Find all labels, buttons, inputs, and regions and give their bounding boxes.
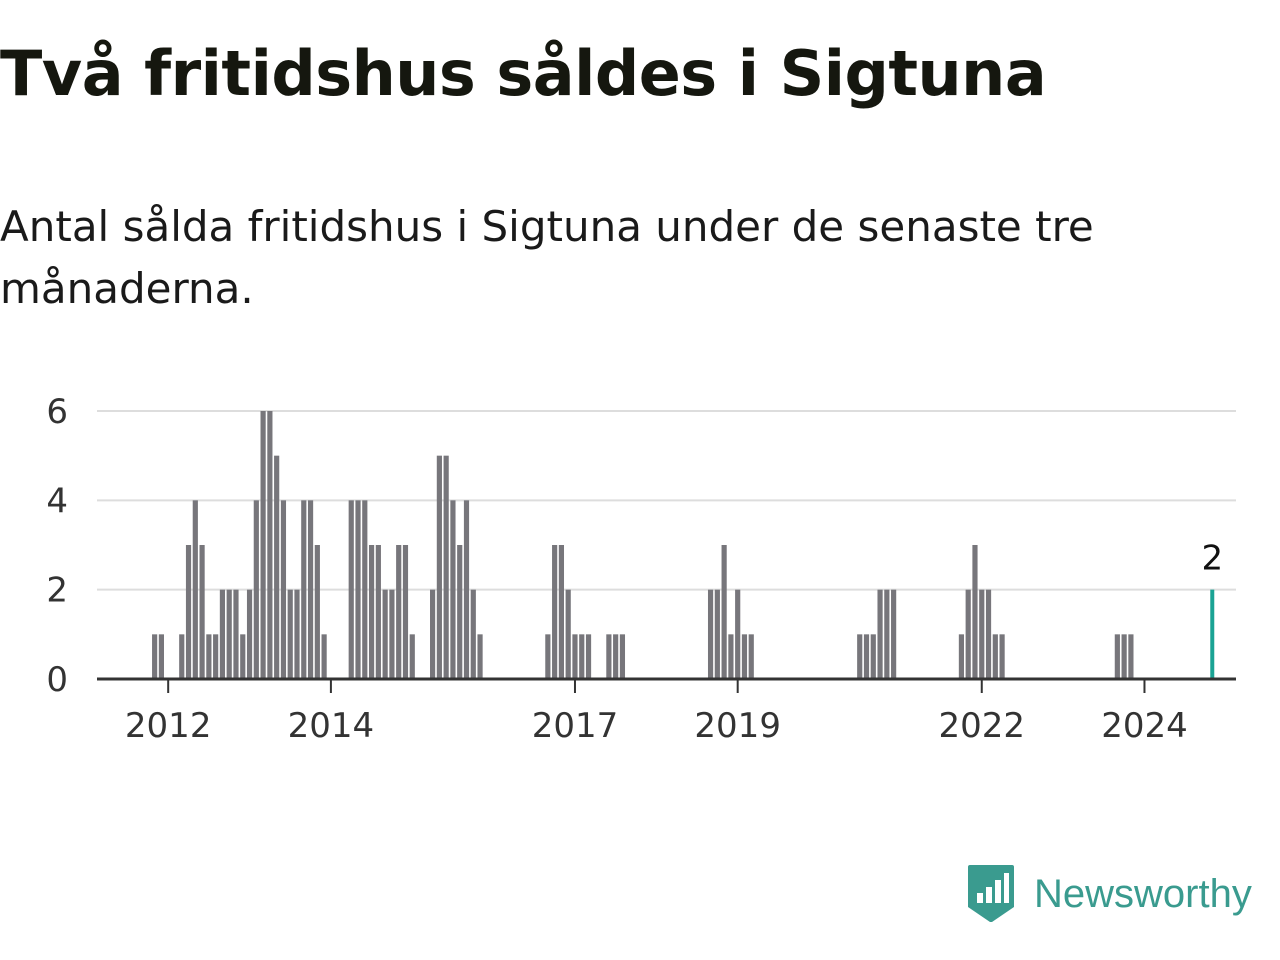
y-tick-label: 4 xyxy=(46,481,68,521)
bar xyxy=(619,634,626,679)
bar xyxy=(179,634,185,679)
bar xyxy=(579,634,585,679)
bar xyxy=(375,545,381,679)
x-tick-label: 2012 xyxy=(125,706,212,746)
bar xyxy=(185,545,192,679)
bar xyxy=(192,500,198,679)
bar xyxy=(857,634,863,679)
chart-subtitle: Antal sålda fritidshus i Sigtuna under d… xyxy=(0,202,1094,313)
bar xyxy=(219,589,226,679)
bar xyxy=(314,545,320,679)
bar xyxy=(992,634,998,679)
bar xyxy=(735,589,741,679)
bar xyxy=(545,634,551,679)
bar xyxy=(240,634,246,679)
bar xyxy=(280,500,287,679)
bar xyxy=(287,589,293,679)
bar xyxy=(267,411,273,679)
bar xyxy=(348,500,354,679)
bar xyxy=(402,545,409,679)
page-title: Två fritidshus såldes i Sigtuna xyxy=(0,37,1047,110)
bar xyxy=(457,545,463,679)
bar xyxy=(958,634,965,679)
x-tick-label: 2019 xyxy=(694,706,781,746)
bar xyxy=(246,589,253,679)
bar xyxy=(430,589,436,679)
bar xyxy=(213,634,219,679)
bar-chart: 0 2 4 6 2 2012 2014 2017 2019 2022 2024 xyxy=(46,392,1236,746)
bar xyxy=(355,500,361,679)
bar xyxy=(1128,634,1134,679)
x-tick-label: 2024 xyxy=(1101,706,1188,746)
x-tick-label: 2022 xyxy=(938,706,1025,746)
bar xyxy=(321,634,327,679)
bar xyxy=(552,545,558,679)
bar xyxy=(152,634,158,679)
bar xyxy=(1114,634,1120,679)
bar xyxy=(748,634,754,679)
bar xyxy=(972,545,978,679)
bar xyxy=(979,589,985,679)
bar xyxy=(714,589,720,679)
bar xyxy=(294,589,300,679)
brand-name: Newsworthy xyxy=(1034,872,1252,916)
x-tick-label: 2017 xyxy=(532,706,619,746)
bar xyxy=(463,500,470,679)
bar xyxy=(999,634,1005,679)
bar xyxy=(158,634,164,679)
bar xyxy=(558,545,565,679)
bar xyxy=(470,589,476,679)
bar xyxy=(368,545,375,679)
bar xyxy=(382,589,388,679)
x-tick-label: 2014 xyxy=(288,706,375,746)
bar xyxy=(362,500,368,679)
bar xyxy=(409,634,415,679)
y-tick-label: 2 xyxy=(46,571,68,611)
bar xyxy=(233,589,239,679)
bar xyxy=(199,545,205,679)
bar xyxy=(965,589,971,679)
bar xyxy=(613,634,619,679)
bar xyxy=(226,589,232,679)
bar xyxy=(884,589,890,679)
bar xyxy=(450,500,456,679)
newsworthy-logo-icon xyxy=(968,865,1014,922)
bar xyxy=(741,634,748,679)
bar xyxy=(721,545,727,679)
bar xyxy=(274,455,280,679)
bar xyxy=(707,589,714,679)
bar xyxy=(301,500,307,679)
data-label: 2 xyxy=(1201,539,1223,579)
bar xyxy=(389,589,395,679)
bar xyxy=(396,545,402,679)
bar xyxy=(206,634,212,679)
y-tick-label: 0 xyxy=(46,660,68,700)
bar xyxy=(477,634,483,679)
bar xyxy=(307,500,314,679)
bar xyxy=(728,634,734,679)
bar xyxy=(1121,634,1127,679)
bar xyxy=(877,589,883,679)
bar xyxy=(606,634,612,679)
bar xyxy=(260,411,266,679)
bar xyxy=(572,634,578,679)
bar xyxy=(436,455,442,679)
bar xyxy=(985,589,992,679)
bar xyxy=(870,634,876,679)
bar xyxy=(585,634,592,679)
brand: Newsworthy xyxy=(966,862,1252,926)
bar xyxy=(443,455,449,679)
bar xyxy=(253,500,259,679)
bar xyxy=(891,589,897,679)
bar xyxy=(863,634,870,679)
y-tick-label: 6 xyxy=(46,392,68,432)
bar xyxy=(565,589,571,679)
